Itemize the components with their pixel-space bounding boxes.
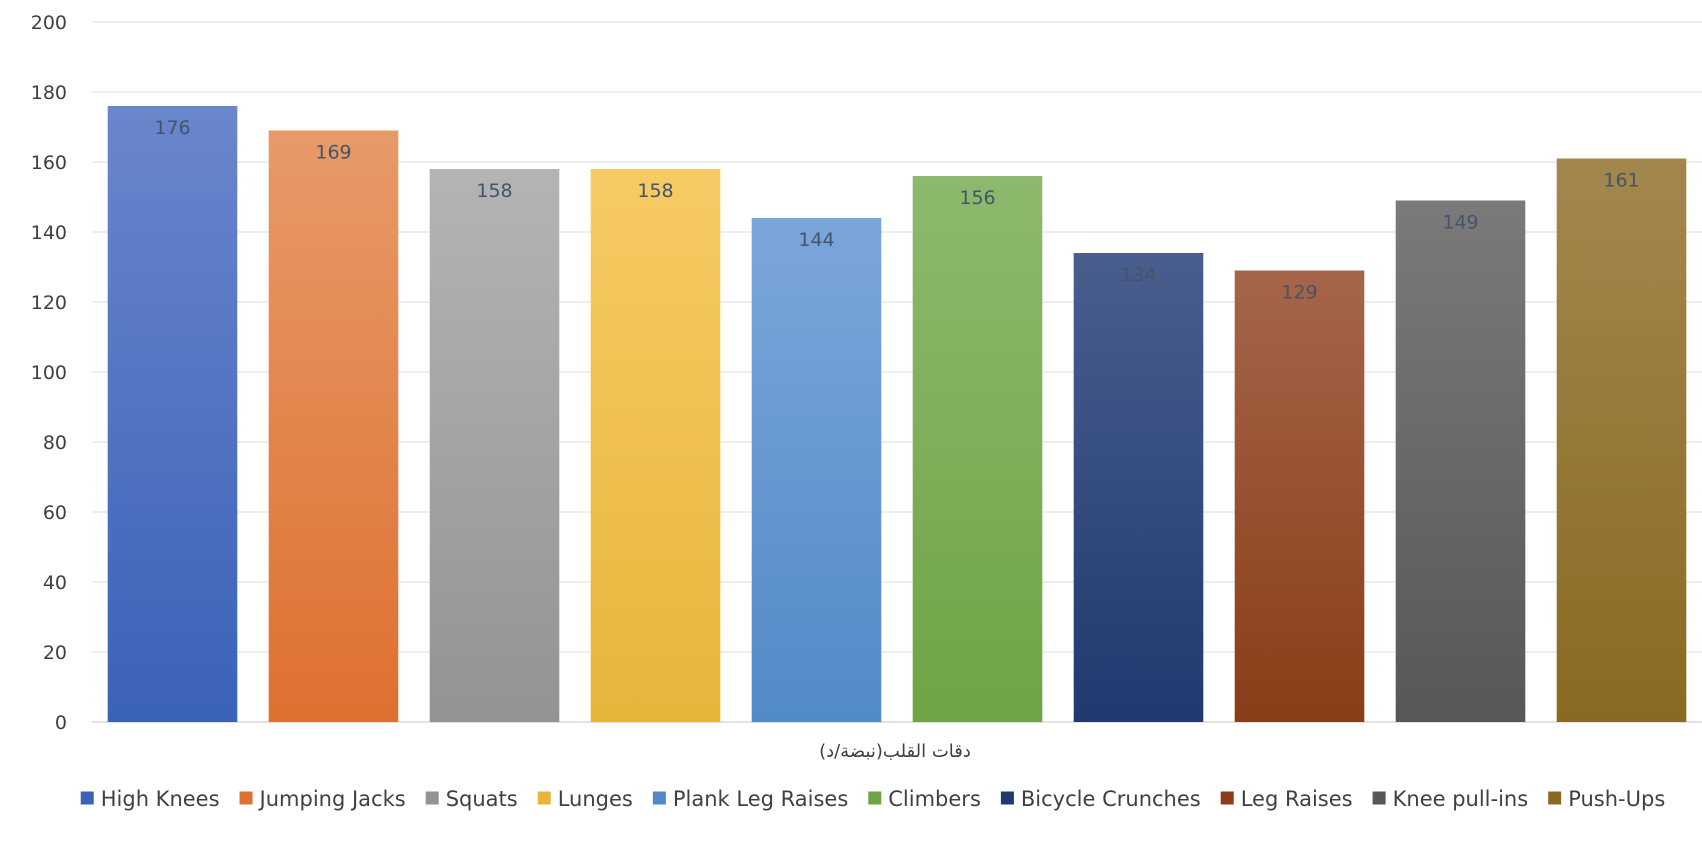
legend-label: Squats (446, 787, 518, 811)
y-tick-label: 60 (43, 502, 67, 524)
data-label: 158 (476, 180, 512, 202)
legend-item: Leg Raises (1220, 787, 1353, 811)
legend-label: Climbers (888, 787, 981, 811)
bar (1556, 158, 1687, 722)
legend-label: Leg Raises (1241, 787, 1353, 811)
data-label: 156 (959, 187, 995, 209)
bar (912, 176, 1043, 722)
legend: High Knees Jumping Jacks Squats Lunges Plank… (80, 787, 1665, 811)
y-tick-label: 200 (31, 12, 67, 34)
legend-label: Jumping Jacks (258, 787, 406, 811)
data-label: 129 (1281, 282, 1317, 304)
legend-label: Plank Leg Raises (673, 787, 848, 811)
bar (1234, 270, 1365, 722)
y-tick-label: 180 (31, 82, 67, 104)
bars (107, 106, 1687, 722)
data-label: 134 (1120, 264, 1156, 286)
bar (590, 169, 721, 722)
data-label: 161 (1603, 170, 1639, 192)
bar (429, 169, 560, 722)
data-label: 149 (1442, 212, 1478, 234)
legend-swatch (1548, 791, 1562, 805)
legend-swatch (1372, 791, 1386, 805)
legend-item: Lunges (537, 787, 633, 811)
legend-swatch (239, 791, 253, 805)
legend-swatch (1000, 791, 1014, 805)
bar (107, 106, 238, 722)
legend-item: Climbers (868, 787, 981, 811)
legend-swatch (425, 791, 439, 805)
legend-item: Squats (425, 787, 518, 811)
legend-label: Lunges (558, 787, 633, 811)
legend-item: Push-Ups (1548, 787, 1665, 811)
data-label: 158 (637, 180, 673, 202)
y-tick-label: 20 (43, 642, 67, 664)
y-tick-label: 100 (31, 362, 67, 384)
legend-label: Knee pull-ins (1393, 787, 1529, 811)
bar (268, 130, 399, 722)
y-tick-label: 120 (31, 292, 67, 314)
bar (1395, 200, 1526, 722)
legend-swatch (868, 791, 882, 805)
y-tick-label: 140 (31, 222, 67, 244)
bar (751, 218, 882, 722)
bar (1073, 253, 1204, 722)
y-tick-label: 40 (43, 572, 67, 594)
legend-item: High Knees (80, 787, 220, 811)
data-labels: 176 169 158 158 144 156 134 129 149 161 (154, 117, 1639, 304)
legend-item: Jumping Jacks (239, 787, 406, 811)
legend-item: Knee pull-ins (1372, 787, 1529, 811)
legend-swatch (652, 791, 666, 805)
legend-item: Plank Leg Raises (652, 787, 848, 811)
y-axis-ticks: 0 20 40 60 80 100 120 140 160 180 200 (31, 12, 67, 734)
y-tick-label: 80 (43, 432, 67, 454)
x-axis-title: دقات القلب(نبضة/د) (819, 741, 971, 762)
y-tick-label: 160 (31, 152, 67, 174)
legend-swatch (80, 791, 94, 805)
legend-label: High Knees (101, 787, 220, 811)
data-label: 169 (315, 142, 351, 164)
legend-item: Bicycle Crunches (1000, 787, 1201, 811)
data-label: 144 (798, 229, 834, 251)
data-label: 176 (154, 117, 190, 139)
legend-swatch (1220, 791, 1234, 805)
legend-label: Bicycle Crunches (1021, 787, 1201, 811)
legend-label: Push-Ups (1568, 787, 1665, 811)
legend-swatch (537, 791, 551, 805)
y-tick-label: 0 (55, 712, 67, 734)
